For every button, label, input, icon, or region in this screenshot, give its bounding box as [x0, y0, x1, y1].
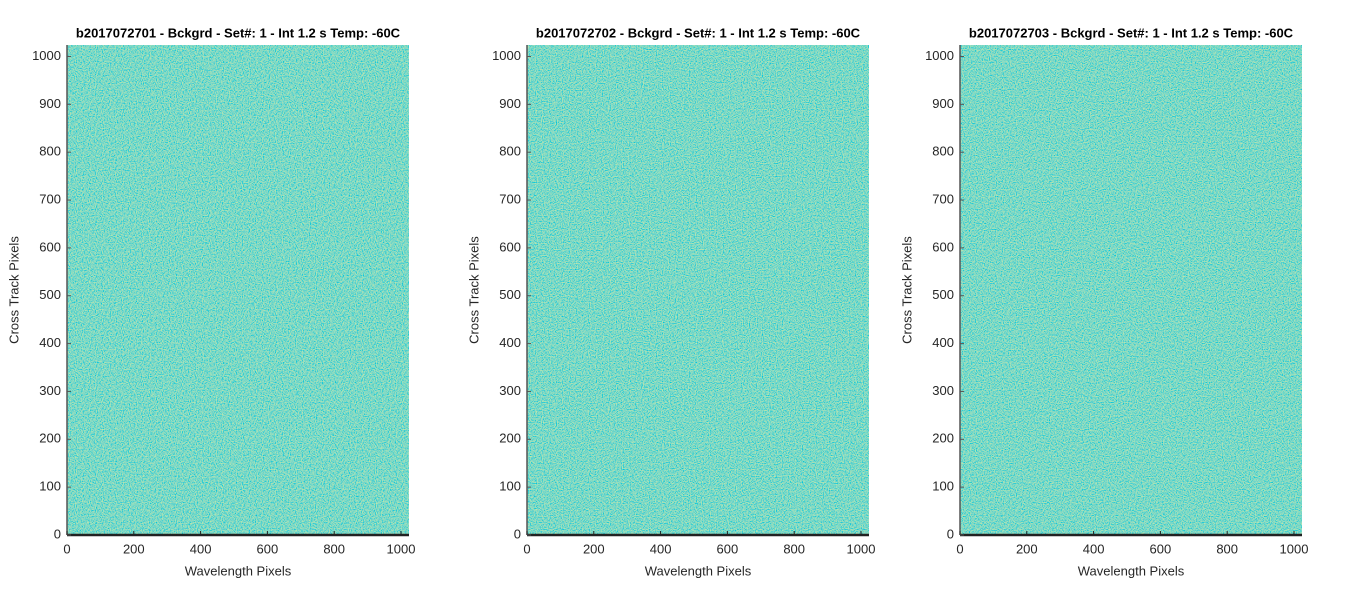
- y-tick-label: 900: [932, 96, 954, 111]
- y-axis-label: Cross Track Pixels: [6, 236, 21, 344]
- y-tick-label: 1000: [925, 48, 954, 63]
- x-axis-label: Wavelength Pixels: [1078, 563, 1185, 578]
- y-tick-label: 500: [39, 287, 61, 302]
- x-axis-label: Wavelength Pixels: [645, 563, 752, 578]
- y-tick-label: 0: [947, 526, 954, 541]
- y-tick-label: 300: [499, 383, 521, 398]
- y-tick-label: 800: [39, 144, 61, 159]
- y-tick-label: 900: [499, 96, 521, 111]
- y-tick-label: 100: [39, 479, 61, 494]
- x-tick-label: 400: [650, 541, 672, 556]
- chart-title: b2017072701 - Bckgrd - Set#: 1 - Int 1.2…: [76, 25, 401, 40]
- y-tick-label: 300: [932, 383, 954, 398]
- chart-title: b2017072703 - Bckgrd - Set#: 1 - Int 1.2…: [969, 25, 1294, 40]
- chart-title: b2017072702 - Bckgrd - Set#: 1 - Int 1.2…: [536, 25, 861, 40]
- x-tick-label: 0: [523, 541, 530, 556]
- x-tick-label: 1000: [1280, 541, 1309, 556]
- x-tick-label: 200: [583, 541, 605, 556]
- y-tick-label: 400: [39, 335, 61, 350]
- y-tick-label: 0: [514, 526, 521, 541]
- x-tick-label: 0: [63, 541, 70, 556]
- y-tick-label: 600: [499, 239, 521, 254]
- x-tick-label: 800: [323, 541, 345, 556]
- x-tick-label: 600: [1150, 541, 1172, 556]
- y-tick-label: 500: [932, 287, 954, 302]
- x-tick-label: 400: [190, 541, 212, 556]
- y-tick-label: 200: [499, 431, 521, 446]
- y-tick-label: 0: [54, 526, 61, 541]
- x-tick-label: 200: [1016, 541, 1038, 556]
- x-tick-label: 600: [717, 541, 739, 556]
- y-tick-label: 1000: [32, 48, 61, 63]
- x-tick-label: 800: [1216, 541, 1238, 556]
- y-tick-label: 500: [499, 287, 521, 302]
- y-tick-label: 1000: [492, 48, 521, 63]
- x-tick-label: 800: [783, 541, 805, 556]
- y-tick-label: 200: [39, 431, 61, 446]
- x-tick-label: 1000: [387, 541, 416, 556]
- x-tick-label: 200: [123, 541, 145, 556]
- y-tick-label: 300: [39, 383, 61, 398]
- image-noise: [67, 45, 409, 535]
- y-tick-label: 100: [932, 479, 954, 494]
- y-tick-label: 800: [499, 144, 521, 159]
- y-tick-label: 400: [499, 335, 521, 350]
- x-tick-label: 600: [257, 541, 279, 556]
- y-tick-label: 400: [932, 335, 954, 350]
- y-tick-label: 600: [39, 239, 61, 254]
- y-tick-label: 700: [39, 191, 61, 206]
- y-tick-label: 600: [932, 239, 954, 254]
- y-tick-label: 200: [932, 431, 954, 446]
- x-tick-label: 0: [956, 541, 963, 556]
- y-tick-label: 100: [499, 479, 521, 494]
- x-tick-label: 400: [1083, 541, 1105, 556]
- y-axis-label: Cross Track Pixels: [466, 236, 481, 344]
- y-axis-label: Cross Track Pixels: [899, 236, 914, 344]
- x-tick-label: 1000: [847, 541, 876, 556]
- y-tick-label: 900: [39, 96, 61, 111]
- image-noise: [527, 45, 869, 535]
- x-axis-label: Wavelength Pixels: [185, 563, 292, 578]
- y-tick-label: 700: [499, 191, 521, 206]
- image-noise: [960, 45, 1302, 535]
- y-tick-label: 800: [932, 144, 954, 159]
- y-tick-label: 700: [932, 191, 954, 206]
